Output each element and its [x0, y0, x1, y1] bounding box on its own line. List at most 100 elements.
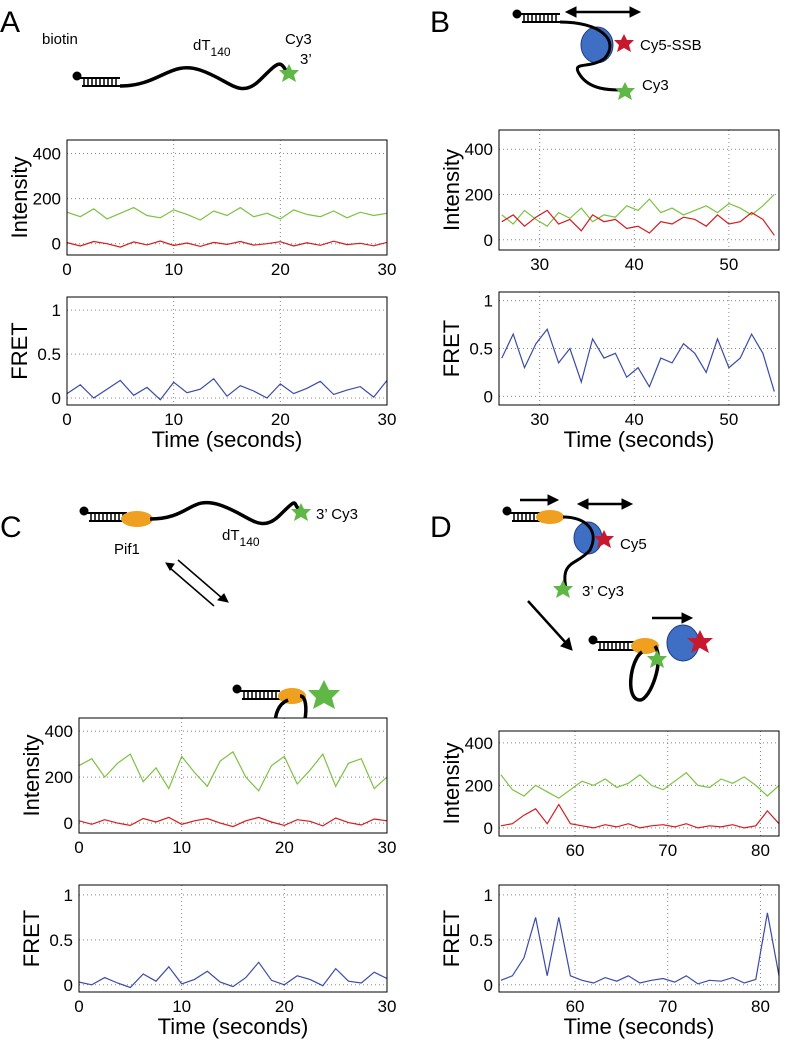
y-axis-label: Intensity: [439, 743, 464, 825]
x-tick-label: 50: [719, 255, 738, 274]
y-tick-label: 400: [465, 734, 493, 753]
axes-frame: [66, 296, 388, 406]
y-tick-label: 200: [465, 776, 493, 795]
label: dT140: [222, 527, 260, 549]
label: Cy5-SSB: [640, 37, 702, 54]
y-tick-label: 200: [45, 768, 73, 787]
y-tick-label: 0: [64, 976, 73, 995]
y-axis-label: Intensity: [7, 157, 32, 239]
x-tick-label: 80: [751, 997, 770, 1016]
x-tick-label: 70: [658, 997, 677, 1016]
y-tick-label: 0: [484, 387, 493, 406]
label: dT140: [193, 37, 231, 59]
x-tick-label: 70: [658, 841, 677, 860]
y-tick-label: 0: [52, 389, 61, 408]
x-tick-label: 0: [62, 260, 71, 279]
trace: [500, 803, 779, 829]
trace: [500, 912, 779, 985]
plot-area: [499, 130, 779, 250]
diagram-c: [79, 500, 340, 747]
trace: [79, 750, 387, 792]
y-axis-label: Intensity: [19, 735, 44, 817]
panel-letter: A: [0, 6, 20, 39]
diagram-a: [72, 62, 299, 91]
x-axis-label: Time (seconds): [152, 427, 303, 452]
x-tick-label: 30: [530, 410, 549, 429]
plot-area: [499, 731, 779, 836]
x-tick-label: 30: [378, 410, 397, 429]
x-tick-label: 30: [378, 997, 397, 1016]
y-tick-label: 0: [484, 231, 493, 250]
x-tick-label: 10: [172, 997, 191, 1016]
y-tick-label: 0.5: [469, 931, 493, 950]
trace: [79, 816, 387, 828]
panel-letter: D: [430, 511, 452, 544]
axes-frame: [66, 139, 388, 256]
x-axis-label: Time (seconds): [564, 1014, 715, 1039]
x-tick-label: 0: [62, 410, 71, 429]
label: 3’ Cy3: [316, 506, 358, 523]
y-tick-label: 1: [64, 886, 73, 905]
plot: 0 0.5 1 30 40 50 FRET Time (seconds): [439, 291, 780, 452]
plot-area: [67, 140, 387, 255]
y-tick-label: 200: [465, 186, 493, 205]
x-tick-label: 60: [566, 841, 585, 860]
axes-frame: [498, 291, 780, 406]
plot: 0 200 400 0 10 20 30 Intensity: [7, 139, 396, 279]
y-tick-label: 1: [484, 292, 493, 311]
plot-area: [67, 297, 387, 405]
plot: 0 0.5 1 60 70 80 FRET Time (seconds): [439, 884, 780, 1039]
plot-area: [79, 885, 387, 992]
y-tick-label: 1: [52, 301, 61, 320]
axes-frame: [498, 884, 780, 993]
label: Pif1: [114, 541, 140, 558]
y-tick-label: 200: [33, 190, 61, 209]
plot: 0 200 400 0 10 20 30 Intensity: [19, 717, 397, 857]
trace: [500, 771, 779, 799]
x-tick-label: 50: [719, 410, 738, 429]
y-tick-label: 0: [484, 976, 493, 995]
label: 3’ Cy3: [582, 583, 624, 600]
x-tick-label: 20: [275, 997, 294, 1016]
label: biotin: [42, 31, 78, 48]
y-tick-label: 400: [33, 145, 61, 164]
trace: [67, 377, 387, 401]
x-tick-label: 10: [164, 410, 183, 429]
y-axis-label: FRET: [439, 910, 464, 967]
label: dT: [193, 37, 211, 54]
axes-frame: [498, 129, 780, 251]
y-axis-label: FRET: [439, 320, 464, 377]
x-tick-label: 0: [74, 997, 83, 1016]
y-tick-label: 0.5: [469, 340, 493, 359]
trace: [79, 961, 387, 989]
y-axis-label: Intensity: [439, 149, 464, 231]
x-axis-label: Time (seconds): [564, 427, 715, 452]
plot: 0 200 400 30 40 50 Intensity: [439, 129, 780, 274]
trace: [501, 209, 775, 236]
trace: [501, 194, 775, 227]
x-tick-label: 80: [751, 841, 770, 860]
y-tick-label: 0.5: [37, 345, 61, 364]
label: Cy3: [642, 77, 669, 94]
plot-area: [79, 718, 387, 833]
x-tick-label: 40: [625, 255, 644, 274]
trace: [501, 328, 775, 392]
diagram-d: [502, 494, 713, 702]
x-tick-label: 20: [271, 260, 290, 279]
y-tick-label: 400: [45, 722, 73, 741]
x-tick-label: 20: [275, 838, 294, 857]
x-tick-label: 10: [172, 838, 191, 857]
x-tick-label: 30: [530, 255, 549, 274]
x-tick-label: 30: [378, 838, 397, 857]
trace: [67, 206, 387, 221]
plot-area: [499, 885, 779, 992]
x-tick-label: 40: [625, 410, 644, 429]
panel-letter: C: [0, 511, 22, 544]
trace: [67, 240, 387, 248]
axes-frame: [78, 884, 388, 993]
x-tick-label: 10: [164, 260, 183, 279]
label: Cy3: [285, 31, 312, 48]
